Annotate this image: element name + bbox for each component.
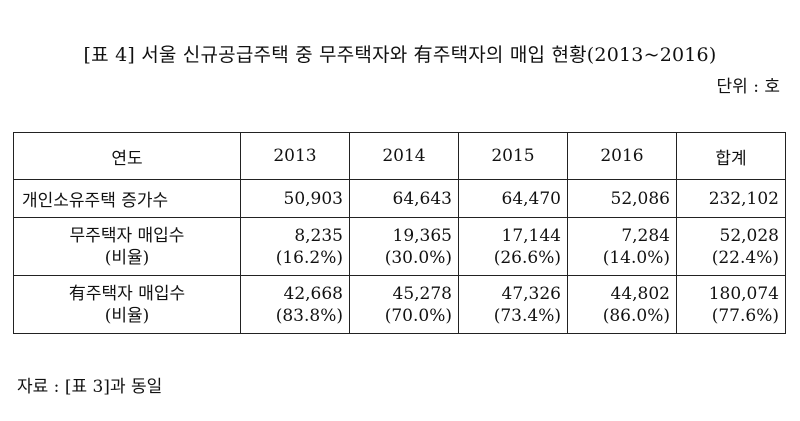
cell-ratio: (73.4%) [493,305,561,326]
row-label-homeowner-purchases: 有주택자 매입수 (비율) [13,275,241,334]
cell-ratio: (86.0%) [602,305,670,326]
cell-count: 44,802 [610,283,670,304]
row-label: 有주택자 매입수 [68,283,186,304]
row-label-homeless-purchases: 무주택자 매입수 (비율) [13,217,241,276]
cell-ratio: (26.6%) [493,247,561,268]
cell-count: 7,284 [621,225,670,246]
cell-count: 52,028 [719,225,779,246]
cell-ratio: (30.0%) [384,247,452,268]
cell-value: 45,278 (70.0%) [349,275,459,334]
purchase-status-table: 연도 2013 2014 2015 2016 합계 개인소유주택 증가수 50,… [13,132,786,334]
header-year: 연도 [13,132,241,180]
table-row: 무주택자 매입수 (비율) 8,235 (16.2%) 19,365 (30.0… [13,217,786,276]
row-sublabel: (비율) [104,247,150,268]
header-total: 합계 [676,132,786,180]
cell-value: 64,470 [458,179,568,218]
cell-value-total: 180,074 (77.6%) [676,275,786,334]
table-row: 有주택자 매입수 (비율) 42,668 (83.8%) 45,278 (70.… [13,275,786,334]
cell-value: 8,235 (16.2%) [240,217,350,276]
cell-ratio: (83.8%) [275,305,343,326]
table-row: 개인소유주택 증가수 50,903 64,643 64,470 52,086 2… [13,179,786,218]
cell-count: 180,074 [708,283,779,304]
cell-ratio: (77.6%) [711,305,779,326]
cell-count: 47,326 [501,283,561,304]
cell-value: 7,284 (14.0%) [567,217,677,276]
cell-ratio: (70.0%) [384,305,452,326]
cell-count: 42,668 [283,283,343,304]
cell-value: 19,365 (30.0%) [349,217,459,276]
source-note: 자료 : [표 3]과 동일 [17,377,163,397]
unit-label: 단위 : 호 [716,77,780,97]
table-title: [표 4] 서울 신규공급주택 중 무주택자와 有주택자의 매입 현황(2013… [83,44,717,66]
cell-value: 44,802 (86.0%) [567,275,677,334]
cell-count: 8,235 [294,225,343,246]
row-label: 무주택자 매입수 [69,225,185,246]
header-2014: 2014 [349,132,459,180]
row-sublabel: (비율) [104,305,150,326]
cell-count: 45,278 [392,283,452,304]
cell-value: 42,668 (83.8%) [240,275,350,334]
header-2016: 2016 [567,132,677,180]
cell-value: 50,903 [240,179,350,218]
cell-count: 17,144 [501,225,561,246]
header-2015: 2015 [458,132,568,180]
table-header-row: 연도 2013 2014 2015 2016 합계 [13,132,786,180]
cell-ratio: (14.0%) [602,247,670,268]
row-label-private-housing-increase: 개인소유주택 증가수 [13,179,241,218]
cell-value: 52,086 [567,179,677,218]
cell-value-total: 52,028 (22.4%) [676,217,786,276]
cell-value-total: 232,102 [676,179,786,218]
cell-value: 47,326 (73.4%) [458,275,568,334]
header-2013: 2013 [240,132,350,180]
cell-value: 17,144 (26.6%) [458,217,568,276]
cell-ratio: (22.4%) [711,247,779,268]
cell-ratio: (16.2%) [275,247,343,268]
cell-value: 64,643 [349,179,459,218]
cell-count: 19,365 [392,225,452,246]
